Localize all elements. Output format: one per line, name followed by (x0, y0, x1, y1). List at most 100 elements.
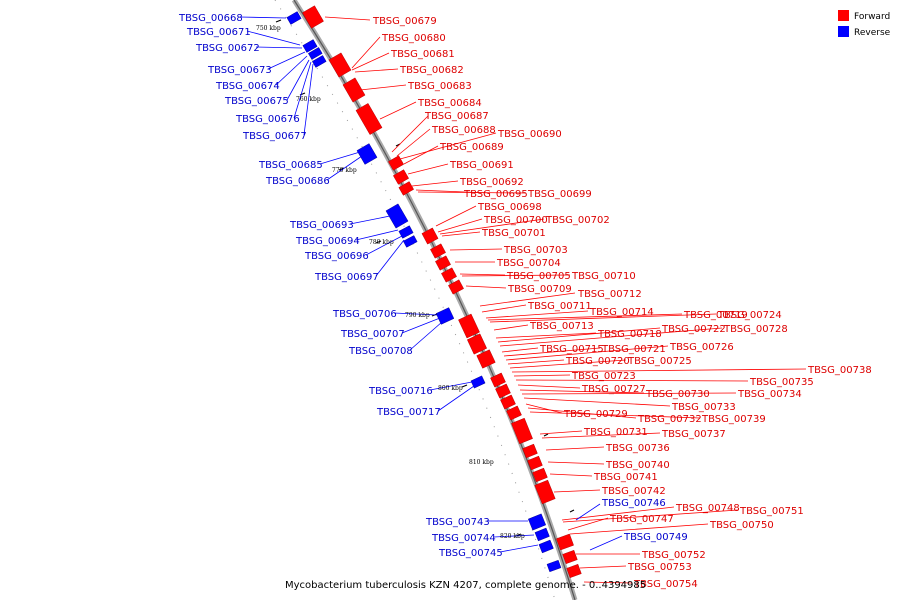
gene-label[interactable]: TBSG_00682 (399, 65, 464, 76)
genome-caption: Mycobacterium tuberculosis KZN 4207, com… (285, 580, 646, 591)
reverse-features (286, 11, 562, 573)
gene-label[interactable]: TBSG_00679 (372, 16, 437, 27)
gene-label[interactable]: TBSG_00683 (407, 81, 472, 92)
gene-label[interactable]: TBSG_00688 (431, 125, 496, 136)
gene-label[interactable]: TBSG_00736 (605, 443, 670, 454)
gene-label[interactable]: TBSG_00696 (304, 251, 369, 262)
legend-swatch-forward (838, 10, 849, 21)
gene-label[interactable]: TBSG_00749 (623, 532, 688, 543)
gene-label[interactable]: TBSG_00737 (661, 429, 726, 440)
gene-label[interactable]: TBSG_00704 (496, 258, 561, 269)
gene-label[interactable]: TBSG_00706 (332, 309, 397, 320)
gene-label[interactable]: TBSG_00748 (675, 503, 740, 514)
gene-label[interactable]: TBSG_00690 (497, 129, 562, 140)
gene-label[interactable]: TBSG_00720 (565, 356, 630, 367)
gene-label[interactable]: TBSG_00734 (737, 389, 802, 400)
legend-label-reverse: Reverse (854, 28, 891, 38)
forward-connectors (324, 16, 807, 584)
gene-label[interactable]: TBSG_00738 (807, 365, 872, 376)
legend-swatch-reverse (838, 26, 849, 37)
gene-label[interactable]: TBSG_00717 (376, 407, 441, 418)
legend-label-forward: Forward (854, 12, 890, 22)
gene-label[interactable]: TBSG_00703 (503, 245, 568, 256)
gene-label[interactable]: TBSG_00730 (645, 389, 710, 400)
gene-label[interactable]: TBSG_00699 (527, 189, 592, 200)
gene-label[interactable]: TBSG_00692 (459, 177, 524, 188)
gene-label[interactable]: TBSG_00741 (593, 472, 658, 483)
gene-label[interactable]: TBSG_00743 (425, 517, 490, 528)
gene-label[interactable]: TBSG_00693 (289, 220, 354, 231)
gene-label[interactable]: TBSG_00672 (195, 43, 260, 54)
gene-label[interactable]: TBSG_00714 (589, 307, 654, 318)
forward-features (302, 5, 582, 579)
gene-label[interactable]: TBSG_00708 (348, 346, 413, 357)
gene-label[interactable]: TBSG_00710 (571, 271, 636, 282)
gene-label[interactable]: TBSG_00677 (242, 131, 307, 142)
gene-label[interactable]: TBSG_00740 (605, 460, 670, 471)
gene-label[interactable]: TBSG_00750 (709, 520, 774, 531)
gene-label[interactable]: TBSG_00681 (390, 49, 455, 60)
gene-label[interactable]: TBSG_00715 (539, 344, 604, 355)
gene-label[interactable]: TBSG_00725 (627, 356, 692, 367)
gene-label[interactable]: TBSG_00671 (186, 27, 251, 38)
gene-label[interactable]: TBSG_00742 (601, 486, 666, 497)
gene-label[interactable]: TBSG_00687 (424, 111, 489, 122)
gene-label[interactable]: TBSG_00676 (235, 114, 300, 125)
gene-label[interactable]: TBSG_00685 (258, 160, 323, 171)
gene-label[interactable]: TBSG_00709 (507, 284, 572, 295)
gene-label[interactable]: TBSG_00694 (295, 236, 360, 247)
gene-label[interactable]: TBSG_00712 (577, 289, 642, 300)
gene-label[interactable]: TBSG_00700 (483, 215, 548, 226)
gene-label[interactable]: TBSG_00680 (381, 33, 446, 44)
gene-label[interactable]: TBSG_00674 (215, 81, 280, 92)
gene-label[interactable]: TBSG_00739 (701, 414, 766, 425)
gene-label[interactable]: TBSG_00713 (529, 321, 594, 332)
gene-label[interactable]: TBSG_00684 (417, 98, 482, 109)
gene-label[interactable]: TBSG_00735 (749, 377, 814, 388)
gene-label[interactable]: TBSG_00701 (481, 228, 546, 239)
gene-label[interactable]: TBSG_00728 (723, 324, 788, 335)
gene-label[interactable]: TBSG_00754 (633, 579, 698, 590)
gene-label[interactable]: TBSG_00752 (641, 550, 706, 561)
gene-label[interactable]: TBSG_00721 (601, 344, 666, 355)
gene-label[interactable]: TBSG_00723 (571, 371, 636, 382)
gene-label[interactable]: TBSG_00689 (439, 142, 504, 153)
gene-label[interactable]: TBSG_00726 (669, 342, 734, 353)
genome-backbone-line (293, 0, 576, 600)
gene-label[interactable]: TBSG_00707 (340, 329, 405, 340)
tick-label: 800 kbp (438, 385, 463, 392)
legend: Forward Reverse (838, 10, 891, 38)
gene-label[interactable]: TBSG_00702 (545, 215, 610, 226)
tick-label: 750 kbp (256, 25, 281, 32)
gene-label[interactable]: TBSG_00751 (739, 506, 804, 517)
gene-label[interactable]: TBSG_00711 (527, 301, 592, 312)
gene-label[interactable]: TBSG_00746 (601, 498, 666, 509)
gene-label[interactable]: TBSG_00722 (661, 324, 726, 335)
gene-label[interactable]: TBSG_00673 (207, 65, 272, 76)
gene-label[interactable]: TBSG_00729 (563, 409, 628, 420)
gene-label[interactable]: TBSG_00731 (583, 427, 648, 438)
gene-label[interactable]: TBSG_00747 (609, 514, 674, 525)
gene-label[interactable]: TBSG_00695 (463, 189, 528, 200)
gene-label[interactable]: TBSG_00727 (581, 384, 646, 395)
gene-label[interactable]: TBSG_00705 (506, 271, 571, 282)
gene-label[interactable]: TBSG_00698 (477, 202, 542, 213)
gene-label[interactable]: TBSG_00716 (368, 386, 433, 397)
gene-label[interactable]: TBSG_00697 (314, 272, 379, 283)
tick-label: 820 kbp (500, 533, 525, 540)
gene-label[interactable]: TBSG_00732 (637, 414, 702, 425)
gene-label[interactable]: TBSG_00724 (717, 310, 782, 321)
tick-label: 770 kbp (332, 167, 357, 174)
gene-label[interactable]: TBSG_00719 (683, 310, 748, 321)
gene-label[interactable]: TBSG_00675 (224, 96, 289, 107)
gene-label[interactable]: TBSG_00686 (265, 176, 330, 187)
forward-labels: TBSG_00679 TBSG_00680 TBSG_00681 TBSG_00… (372, 16, 872, 590)
gene-label[interactable]: TBSG_00668 (178, 13, 243, 24)
gene-label[interactable]: TBSG_00744 (431, 533, 496, 544)
gene-label[interactable]: TBSG_00718 (597, 329, 662, 340)
gene-label[interactable]: TBSG_00733 (671, 402, 736, 413)
gene-label[interactable]: TBSG_00691 (449, 160, 514, 171)
gene-label[interactable]: TBSG_00753 (627, 562, 692, 573)
gene-label[interactable]: TBSG_00745 (438, 548, 503, 559)
